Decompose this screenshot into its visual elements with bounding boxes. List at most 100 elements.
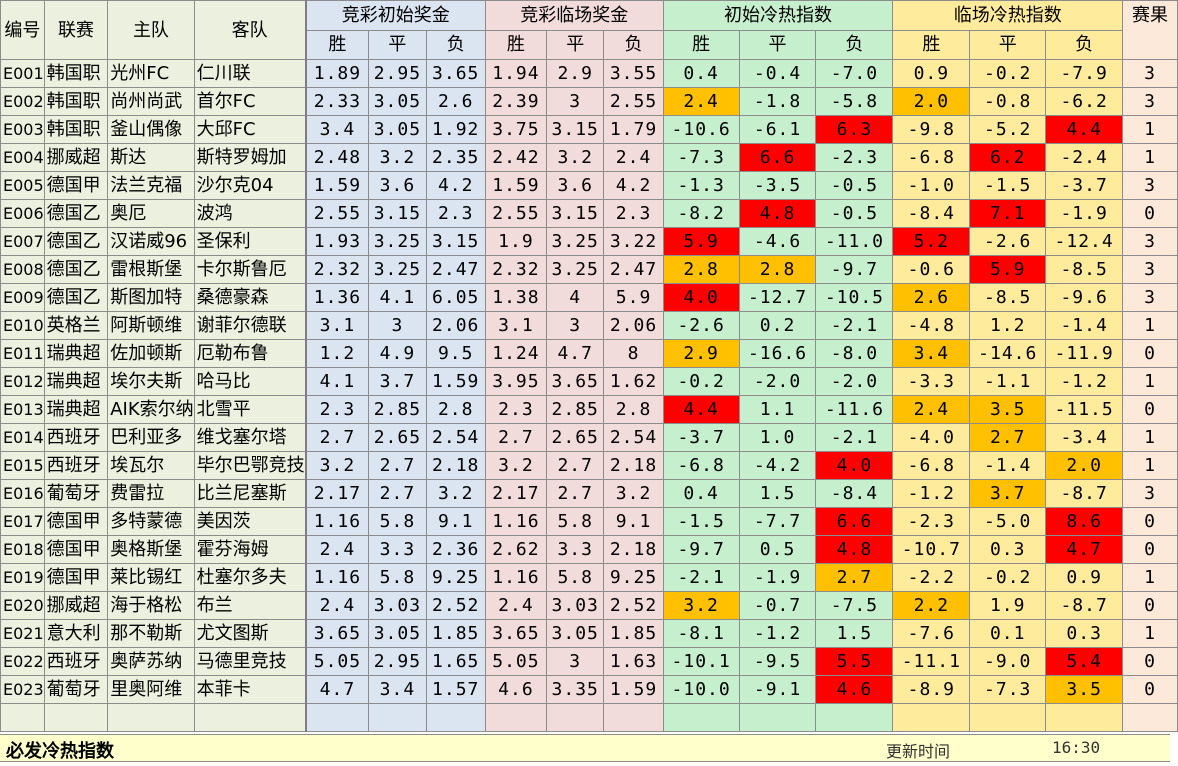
cell-home[interactable]: 斯图加特 xyxy=(107,283,195,312)
cell-away[interactable]: 斯特罗姆加 xyxy=(193,143,307,172)
cell-init-win[interactable]: 5.05 xyxy=(304,647,370,676)
cell-home[interactable]: 阿斯顿维 xyxy=(107,311,195,340)
cell-iidx-draw[interactable]: -1.2 xyxy=(738,619,817,648)
cell-live-lose[interactable]: 2.52 xyxy=(603,591,664,620)
cell-away[interactable]: 哈马比 xyxy=(193,367,307,396)
cell-init-win[interactable]: 1.93 xyxy=(304,227,370,256)
cell-init-draw[interactable]: 3 xyxy=(368,311,427,340)
cell-iidx-win[interactable]: -1.5 xyxy=(662,507,740,536)
col-header-live-odds[interactable]: 竞彩临场奖金 xyxy=(484,0,664,31)
cell-home[interactable]: 海于格松 xyxy=(107,591,195,620)
cell-live-draw[interactable]: 3 xyxy=(545,647,605,676)
cell-iidx-draw[interactable]: -0.7 xyxy=(738,591,817,620)
cell-result[interactable]: 0 xyxy=(1122,675,1178,704)
empty-cell[interactable] xyxy=(304,703,370,732)
cell-id[interactable]: E008 xyxy=(0,255,45,284)
cell-iidx-win[interactable]: -8.1 xyxy=(662,619,740,648)
cell-iidx-draw[interactable]: -12.7 xyxy=(738,283,817,312)
cell-iidx-lose[interactable]: 4.8 xyxy=(815,535,894,564)
cell-live-win[interactable]: 2.55 xyxy=(484,199,548,228)
cell-live-lose[interactable]: 2.18 xyxy=(603,535,664,564)
cell-lidx-draw[interactable]: 7.1 xyxy=(969,199,1047,228)
cell-live-lose[interactable]: 1.79 xyxy=(603,115,664,144)
cell-iidx-lose[interactable]: -9.7 xyxy=(815,255,894,284)
cell-result[interactable]: 3 xyxy=(1122,171,1178,200)
cell-result[interactable]: 0 xyxy=(1122,199,1178,228)
cell-live-draw[interactable]: 3.3 xyxy=(545,535,605,564)
cell-home[interactable]: 佐加顿斯 xyxy=(107,339,195,368)
cell-home[interactable]: 尚州尚武 xyxy=(107,87,195,116)
cell-lidx-lose[interactable]: -8.7 xyxy=(1045,479,1124,508)
cell-init-lose[interactable]: 6.05 xyxy=(425,283,486,312)
cell-iidx-draw[interactable]: 1.0 xyxy=(738,423,817,452)
cell-lidx-win[interactable]: 2.2 xyxy=(892,591,971,620)
cell-init-win[interactable]: 2.7 xyxy=(304,423,370,452)
cell-live-draw[interactable]: 3.05 xyxy=(545,619,605,648)
cell-away[interactable]: 仁川联 xyxy=(193,59,307,88)
cell-iidx-win[interactable]: 4.4 xyxy=(662,395,740,424)
cell-iidx-draw[interactable]: -7.7 xyxy=(738,507,817,536)
col-header-lidx-win[interactable]: 胜 xyxy=(892,30,971,60)
cell-lidx-win[interactable]: 5.2 xyxy=(892,227,971,256)
cell-lidx-draw[interactable]: -0.8 xyxy=(969,87,1047,116)
cell-iidx-lose[interactable]: -2.1 xyxy=(815,311,894,340)
col-header-live-draw[interactable]: 平 xyxy=(545,30,605,60)
cell-init-win[interactable]: 3.4 xyxy=(304,115,370,144)
cell-init-lose[interactable]: 2.35 xyxy=(425,143,486,172)
cell-lidx-win[interactable]: -2.3 xyxy=(892,507,971,536)
cell-lidx-lose[interactable]: 4.4 xyxy=(1045,115,1124,144)
cell-id[interactable]: E012 xyxy=(0,367,45,396)
cell-live-win[interactable]: 4.6 xyxy=(484,675,548,704)
cell-lidx-draw[interactable]: -2.6 xyxy=(969,227,1047,256)
cell-iidx-lose[interactable]: -2.3 xyxy=(815,143,894,172)
cell-lidx-draw[interactable]: 2.7 xyxy=(969,423,1047,452)
cell-lidx-lose[interactable]: -6.2 xyxy=(1045,87,1124,116)
cell-result[interactable]: 1 xyxy=(1122,115,1178,144)
cell-iidx-win[interactable]: 2.4 xyxy=(662,87,740,116)
cell-iidx-draw[interactable]: 2.8 xyxy=(738,255,817,284)
cell-init-win[interactable]: 2.3 xyxy=(304,395,370,424)
cell-live-draw[interactable]: 2.7 xyxy=(545,451,605,480)
cell-iidx-lose[interactable]: -0.5 xyxy=(815,199,894,228)
cell-live-win[interactable]: 1.59 xyxy=(484,171,548,200)
cell-lidx-draw[interactable]: 1.9 xyxy=(969,591,1047,620)
cell-home[interactable]: AIK索尔纳 xyxy=(107,395,195,424)
cell-home[interactable]: 埃尔夫斯 xyxy=(107,367,195,396)
cell-live-win[interactable]: 2.39 xyxy=(484,87,548,116)
col-header-init-draw[interactable]: 平 xyxy=(368,30,427,60)
cell-live-win[interactable]: 3.65 xyxy=(484,619,548,648)
cell-result[interactable]: 0 xyxy=(1122,339,1178,368)
cell-iidx-lose[interactable]: -10.5 xyxy=(815,283,894,312)
cell-iidx-draw[interactable]: -1.8 xyxy=(738,87,817,116)
cell-league[interactable]: 德国乙 xyxy=(43,255,109,284)
cell-init-lose[interactable]: 2.18 xyxy=(425,451,486,480)
cell-lidx-lose[interactable]: 4.7 xyxy=(1045,535,1124,564)
cell-init-win[interactable]: 4.1 xyxy=(304,367,370,396)
cell-live-draw[interactable]: 3.25 xyxy=(545,227,605,256)
cell-live-win[interactable]: 1.94 xyxy=(484,59,548,88)
cell-live-win[interactable]: 2.42 xyxy=(484,143,548,172)
cell-iidx-draw[interactable]: 1.5 xyxy=(738,479,817,508)
cell-iidx-lose[interactable]: -11.6 xyxy=(815,395,894,424)
cell-lidx-win[interactable]: -4.8 xyxy=(892,311,971,340)
cell-live-win[interactable]: 3.95 xyxy=(484,367,548,396)
cell-result[interactable]: 1 xyxy=(1122,619,1178,648)
cell-live-lose[interactable]: 1.85 xyxy=(603,619,664,648)
cell-live-lose[interactable]: 5.9 xyxy=(603,283,664,312)
col-header-lidx-lose[interactable]: 负 xyxy=(1045,30,1124,60)
cell-away[interactable]: 尤文图斯 xyxy=(193,619,307,648)
cell-league[interactable]: 挪威超 xyxy=(43,591,109,620)
cell-init-draw[interactable]: 2.7 xyxy=(368,451,427,480)
cell-init-lose[interactable]: 1.59 xyxy=(425,367,486,396)
cell-id[interactable]: E014 xyxy=(0,423,45,452)
cell-init-win[interactable]: 2.33 xyxy=(304,87,370,116)
cell-away[interactable]: 圣保利 xyxy=(193,227,307,256)
cell-lidx-win[interactable]: 2.6 xyxy=(892,283,971,312)
cell-home[interactable]: 光州FC xyxy=(107,59,195,88)
cell-init-lose[interactable]: 1.92 xyxy=(425,115,486,144)
cell-init-draw[interactable]: 5.8 xyxy=(368,563,427,592)
cell-iidx-lose[interactable]: -8.0 xyxy=(815,339,894,368)
cell-iidx-draw[interactable]: -4.2 xyxy=(738,451,817,480)
col-header-live-win[interactable]: 胜 xyxy=(484,30,548,60)
cell-league[interactable]: 德国乙 xyxy=(43,199,109,228)
